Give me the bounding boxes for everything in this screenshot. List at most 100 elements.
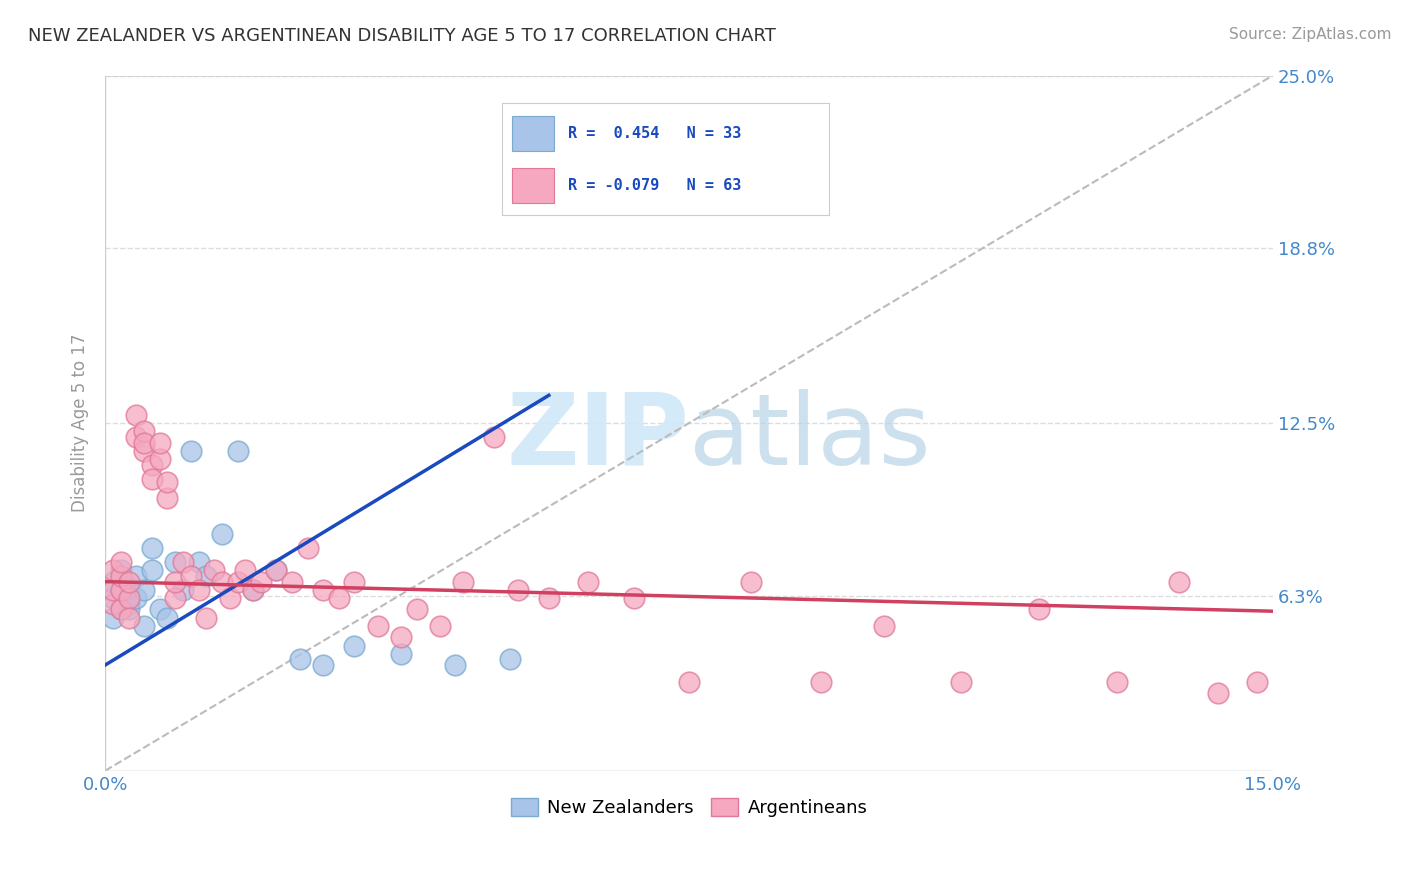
Point (195, 611, 218, 625)
Point (242, 582, 264, 597)
Point (156, 475, 179, 489)
Point (125, 591, 148, 606)
Point (101, 564, 124, 578)
Point (484, 430, 506, 444)
Legend: New Zealanders, Argentineans: New Zealanders, Argentineans (503, 790, 875, 824)
Point (499, 652, 522, 666)
Point (117, 574, 139, 589)
Point (110, 569, 132, 583)
Point (623, 591, 645, 606)
Point (1206, 686, 1229, 700)
Point (110, 602, 132, 616)
Point (110, 555, 132, 569)
Point (141, 564, 163, 578)
Point (125, 408, 148, 422)
Point (226, 444, 249, 458)
Point (172, 555, 194, 569)
Point (141, 458, 163, 472)
Point (297, 541, 319, 556)
Point (561, 179, 583, 194)
Point (444, 658, 467, 673)
Point (117, 591, 139, 606)
Point (872, 619, 894, 633)
Point (149, 452, 172, 467)
Point (740, 574, 762, 589)
Point (165, 591, 187, 606)
Point (141, 472, 163, 486)
Point (405, 602, 427, 616)
Point (367, 619, 389, 633)
Point (312, 582, 335, 597)
Point (1246, 674, 1268, 689)
Point (117, 611, 139, 625)
Point (110, 582, 132, 597)
Point (451, 574, 474, 589)
Point (125, 430, 148, 444)
Point (537, 591, 560, 606)
Point (1168, 574, 1191, 589)
Point (156, 491, 179, 506)
Text: ZIP: ZIP (506, 389, 689, 485)
Point (312, 658, 335, 673)
Point (1105, 674, 1128, 689)
Point (187, 582, 209, 597)
Point (1301, 686, 1323, 700)
Point (266, 564, 288, 578)
Point (343, 574, 366, 589)
Point (180, 444, 202, 458)
Point (1323, 602, 1346, 616)
Point (328, 591, 350, 606)
Point (165, 555, 187, 569)
Point (810, 674, 832, 689)
Point (195, 569, 218, 583)
Point (389, 630, 412, 644)
Text: NEW ZEALANDER VS ARGENTINEAN DISABILITY AGE 5 TO 17 CORRELATION CHART: NEW ZEALANDER VS ARGENTINEAN DISABILITY … (28, 27, 776, 45)
Point (218, 591, 240, 606)
Text: atlas: atlas (689, 389, 931, 485)
Y-axis label: Disability Age 5 to 17: Disability Age 5 to 17 (72, 334, 89, 512)
Point (172, 582, 194, 597)
Point (180, 569, 202, 583)
Point (1028, 602, 1050, 616)
Point (101, 582, 124, 597)
Point (149, 602, 172, 616)
Point (576, 574, 599, 589)
Point (233, 564, 256, 578)
Point (202, 564, 225, 578)
Point (110, 564, 132, 578)
Point (134, 619, 156, 633)
Point (250, 574, 273, 589)
Point (101, 591, 124, 606)
Point (281, 574, 304, 589)
Point (288, 652, 311, 666)
Point (101, 597, 124, 611)
Point (211, 527, 233, 541)
Point (134, 444, 156, 458)
Point (165, 574, 187, 589)
Point (110, 582, 132, 597)
Point (117, 597, 139, 611)
Point (343, 639, 366, 653)
Point (125, 569, 148, 583)
Point (1277, 574, 1299, 589)
Point (149, 435, 172, 450)
Point (389, 647, 412, 661)
Point (110, 602, 132, 616)
Point (429, 619, 451, 633)
Point (211, 574, 233, 589)
Point (134, 425, 156, 439)
Text: Source: ZipAtlas.com: Source: ZipAtlas.com (1229, 27, 1392, 42)
Point (134, 435, 156, 450)
Point (187, 555, 209, 569)
Point (266, 564, 288, 578)
Point (242, 582, 264, 597)
Point (101, 611, 124, 625)
Point (134, 582, 156, 597)
Point (141, 541, 163, 556)
Point (156, 611, 179, 625)
Point (950, 674, 973, 689)
Point (226, 574, 249, 589)
Point (101, 574, 124, 589)
Point (117, 602, 139, 616)
Point (678, 674, 700, 689)
